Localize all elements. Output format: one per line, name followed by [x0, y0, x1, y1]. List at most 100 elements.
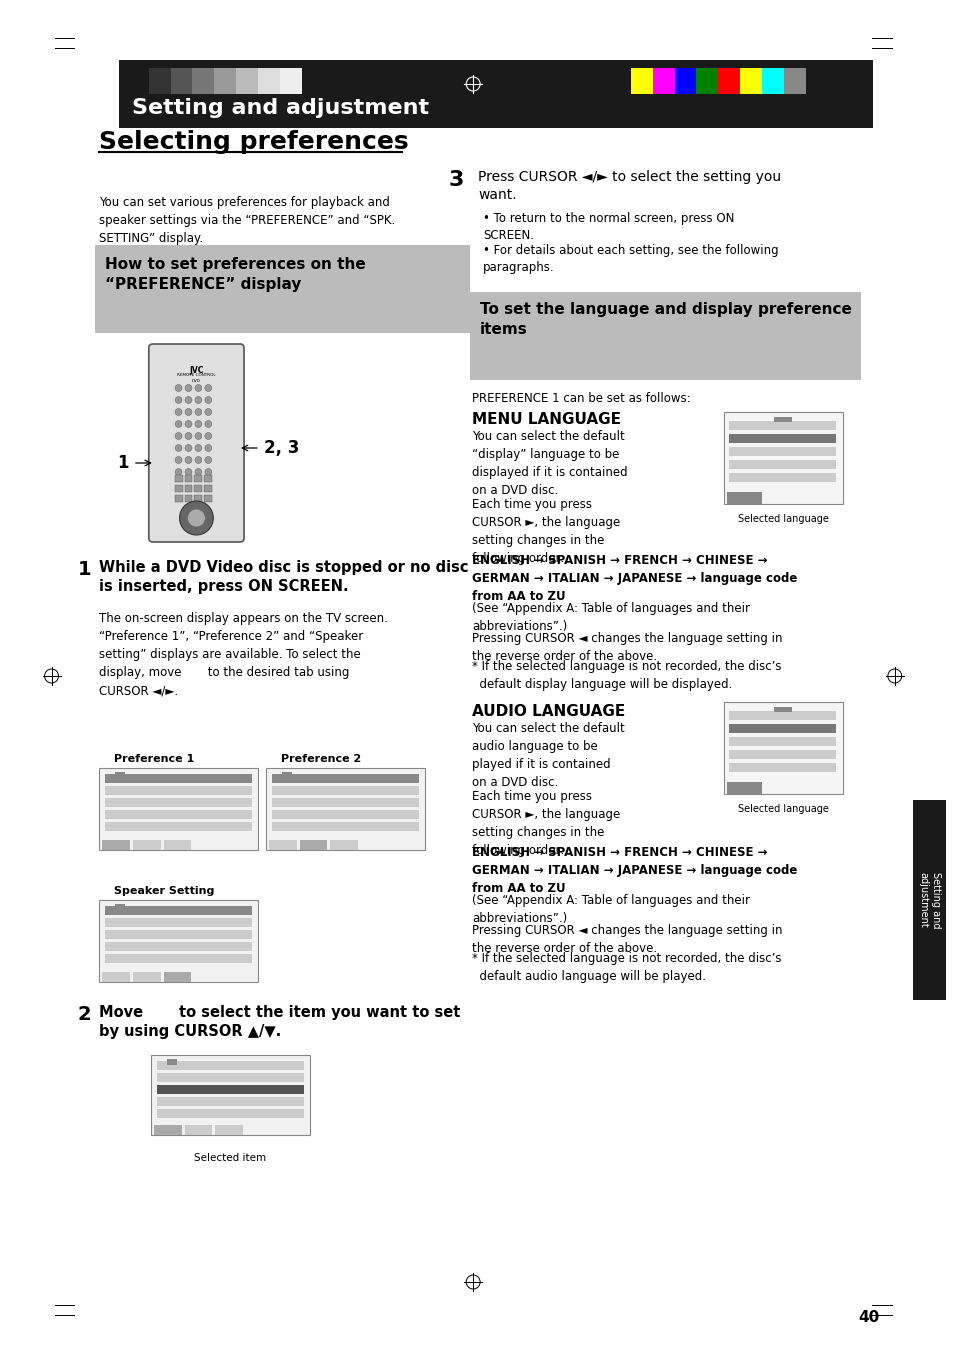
Circle shape [205, 433, 212, 439]
Bar [728, 763, 836, 772]
Text: While a DVD Video disc is stopped or no disc
is inserted, press ON SCREEN.: While a DVD Video disc is stopped or no … [99, 560, 468, 594]
Bar [102, 972, 130, 982]
Bar [279, 68, 301, 95]
Circle shape [194, 445, 202, 452]
Bar [272, 773, 418, 783]
Bar [773, 416, 791, 422]
Circle shape [205, 420, 212, 427]
Bar [105, 798, 252, 807]
Text: Speaker Setting: Speaker Setting [114, 886, 214, 896]
Bar [105, 918, 252, 927]
Bar [184, 495, 193, 502]
Bar [156, 1096, 303, 1106]
Bar [167, 1059, 176, 1065]
Text: 2: 2 [77, 1005, 91, 1023]
Text: 3: 3 [448, 170, 463, 191]
Bar [281, 772, 292, 777]
Bar [674, 68, 696, 95]
Text: * If the selected language is not recorded, the disc’s
  default display languag: * If the selected language is not record… [472, 660, 781, 691]
Bar [728, 750, 836, 758]
Text: ENGLISH → SPANISH → FRENCH → CHINESE →
GERMAN → ITALIAN → JAPANESE → language co: ENGLISH → SPANISH → FRENCH → CHINESE → G… [472, 554, 797, 603]
Bar [156, 1073, 303, 1082]
Bar [652, 68, 674, 95]
Bar [151, 1055, 309, 1134]
Circle shape [175, 420, 182, 427]
Bar [214, 68, 235, 95]
Bar [184, 1125, 213, 1134]
Bar [105, 906, 252, 915]
Text: Setting and adjustment: Setting and adjustment [132, 97, 429, 118]
FancyBboxPatch shape [149, 343, 244, 542]
Bar [105, 786, 252, 795]
Text: * If the selected language is not recorded, the disc’s
  default audio language : * If the selected language is not record… [472, 952, 781, 983]
Bar [174, 485, 182, 492]
Bar [204, 495, 213, 502]
Circle shape [175, 396, 182, 403]
Bar [272, 810, 418, 819]
Bar [115, 904, 125, 910]
Bar [630, 68, 652, 95]
Text: • To return to the normal screen, press ON
SCREEN.: • To return to the normal screen, press … [482, 212, 734, 242]
Circle shape [205, 445, 212, 452]
Text: Selected language: Selected language [738, 514, 828, 525]
Bar [149, 68, 171, 95]
Text: 1: 1 [117, 454, 129, 472]
Text: Each time you press
CURSOR ►, the language
setting changes in the
following orde: Each time you press CURSOR ►, the langua… [472, 498, 619, 565]
Text: You can select the default
audio language to be
played if it is contained
on a D: You can select the default audio languag… [472, 722, 624, 790]
Text: ENGLISH → SPANISH → FRENCH → CHINESE →
GERMAN → ITALIAN → JAPANESE → language co: ENGLISH → SPANISH → FRENCH → CHINESE → G… [472, 846, 797, 895]
Text: You can set various preferences for playback and
speaker settings via the “PREFE: You can set various preferences for play… [99, 196, 395, 245]
Bar [272, 773, 418, 783]
Circle shape [194, 469, 202, 476]
Text: How to set preferences on the
“PREFERENCE” display: How to set preferences on the “PREFERENC… [105, 257, 366, 292]
Text: Each time you press
CURSOR ►, the language
setting changes in the
following orde: Each time you press CURSOR ►, the langua… [472, 790, 619, 857]
Bar [105, 942, 252, 950]
Bar [728, 473, 836, 483]
Circle shape [185, 384, 192, 392]
Text: (See “Appendix A: Table of languages and their
abbreviations”.): (See “Appendix A: Table of languages and… [472, 602, 749, 633]
Bar [171, 68, 193, 95]
Text: 2, 3: 2, 3 [264, 439, 299, 457]
Bar [728, 725, 836, 733]
Bar [105, 810, 252, 819]
Bar [269, 840, 296, 850]
Text: DVD: DVD [192, 379, 201, 383]
Circle shape [194, 457, 202, 464]
Bar [773, 707, 791, 713]
Bar [102, 840, 130, 850]
Text: (See “Appendix A: Table of languages and their
abbreviations”.): (See “Appendix A: Table of languages and… [472, 894, 749, 925]
Bar [105, 906, 252, 915]
Bar [132, 840, 160, 850]
Circle shape [194, 384, 202, 392]
Circle shape [185, 433, 192, 439]
Bar [257, 68, 279, 95]
Bar [272, 822, 418, 831]
Bar [723, 702, 842, 794]
Text: You can select the default
“display” language to be
displayed if it is contained: You can select the default “display” lan… [472, 430, 627, 498]
Text: Preference 1: Preference 1 [114, 754, 194, 764]
Bar [912, 800, 945, 1000]
Circle shape [175, 469, 182, 476]
Bar [272, 786, 418, 795]
Bar [164, 972, 192, 982]
Bar [728, 460, 836, 469]
Circle shape [194, 420, 202, 427]
Circle shape [205, 457, 212, 464]
Circle shape [194, 396, 202, 403]
Circle shape [175, 445, 182, 452]
Bar [726, 492, 761, 504]
Bar [330, 840, 357, 850]
Text: Pressing CURSOR ◄ changes the language setting in
the reverse order of the above: Pressing CURSOR ◄ changes the language s… [472, 923, 781, 955]
Circle shape [185, 469, 192, 476]
Text: Selected language: Selected language [738, 804, 828, 814]
Bar [740, 68, 761, 95]
Text: JVC: JVC [189, 366, 203, 375]
Bar [204, 485, 213, 492]
Bar [105, 773, 252, 783]
Text: Move       to select the item you want to set
by using CURSOR ▲/▼.: Move to select the item you want to set … [99, 1005, 460, 1040]
Text: Press CURSOR ◄/► to select the setting you
want.: Press CURSOR ◄/► to select the setting y… [477, 170, 781, 203]
Bar [156, 1086, 303, 1094]
Text: • For details about each setting, see the following
paragraphs.: • For details about each setting, see th… [482, 243, 778, 274]
Bar [156, 1086, 303, 1094]
Bar [105, 773, 252, 783]
Text: Setting and
adjustment: Setting and adjustment [917, 872, 940, 929]
